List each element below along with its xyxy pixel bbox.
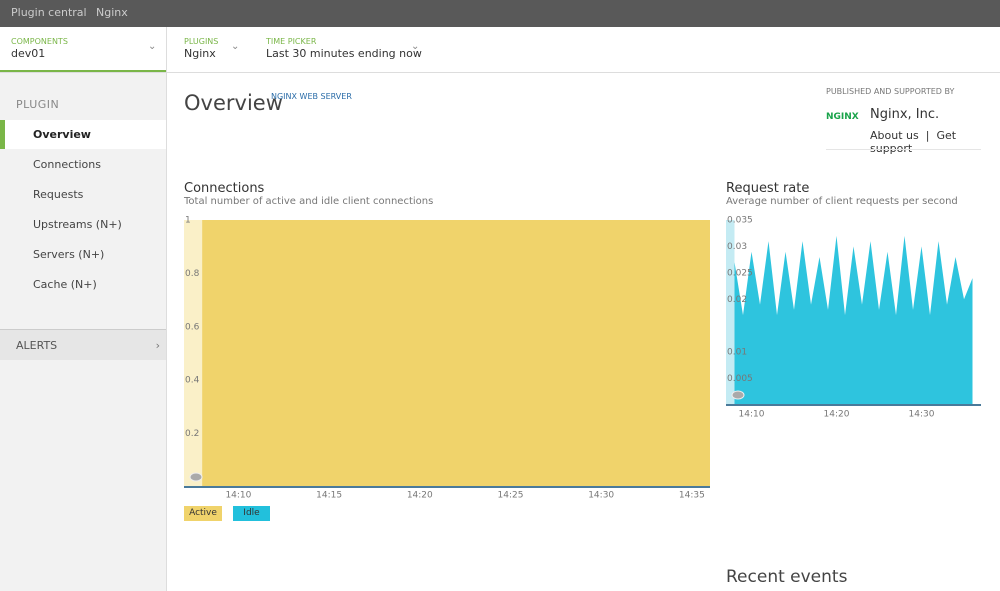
request-rate-chart: 0.005 0.01 0.02 0.025 0.03 0.035 14:10 14:20 14:… bbox=[726, 216, 981, 420]
y-tick-label: 0.01 bbox=[727, 348, 747, 358]
publisher-name: Nginx, Inc. bbox=[870, 107, 940, 122]
nav-item[interactable]: Cache (N+) bbox=[33, 278, 97, 291]
selector-label: PLUGINS bbox=[184, 37, 219, 46]
page-tag[interactable]: NGINX WEB SERVER bbox=[271, 92, 352, 101]
y-tick-label: 0.8 bbox=[185, 269, 200, 279]
selector-label: COMPONENTS bbox=[11, 37, 68, 46]
x-tick-label: 14:35 bbox=[679, 491, 705, 501]
y-tick-label: 0.03 bbox=[727, 242, 747, 252]
legend-item[interactable]: Active bbox=[184, 506, 222, 521]
nav-item[interactable]: Upstreams (N+) bbox=[33, 218, 122, 231]
y-tick-label: 0.2 bbox=[185, 429, 199, 439]
top-bar: Plugin central Nginx bbox=[0, 0, 1000, 27]
legend-item[interactable]: Idle bbox=[233, 506, 270, 521]
y-tick-label: 1 bbox=[185, 216, 191, 226]
publisher-label: PUBLISHED AND SUPPORTED BY bbox=[826, 87, 955, 96]
tab[interactable]: Plugin central bbox=[11, 6, 87, 19]
tab[interactable]: Nginx bbox=[96, 6, 128, 19]
chart-title: Connections bbox=[184, 181, 265, 196]
chart-title: Request rate bbox=[726, 181, 810, 196]
selector[interactable]: COMPONENTS dev01 bbox=[11, 37, 68, 60]
y-tick-label: 0.025 bbox=[727, 268, 753, 278]
connections-chart: 0.2 0.4 0.6 0.8 1 14:10 14:15 14:20 14:25 14:30 14… bbox=[184, 216, 710, 501]
chart-subtitle: Average number of client requests per se… bbox=[726, 196, 958, 207]
x-tick-label: 14:20 bbox=[824, 410, 850, 420]
publisher-logo: NGINX bbox=[826, 112, 859, 122]
chevron[interactable]: ⌄ bbox=[148, 41, 157, 52]
x-tick-label: 14:10 bbox=[225, 491, 251, 501]
section-title: Recent events bbox=[726, 567, 848, 587]
alerts-label[interactable]: ALERTS bbox=[16, 339, 58, 352]
nav-item[interactable]: Requests bbox=[33, 188, 84, 201]
sidebar-heading: PLUGIN bbox=[16, 98, 60, 111]
link[interactable]: Get support bbox=[870, 129, 957, 155]
nav-item[interactable]: Servers (N+) bbox=[33, 248, 105, 261]
nav-item[interactable]: Overview bbox=[0, 120, 166, 149]
x-tick-label: 14:30 bbox=[588, 491, 614, 501]
selector[interactable]: TIME PICKER Last 30 minutes ending now bbox=[266, 37, 422, 60]
active-underline bbox=[0, 70, 166, 72]
y-tick-label: 0.005 bbox=[727, 374, 753, 384]
y-tick-label: 0.02 bbox=[727, 295, 747, 305]
link[interactable]: About us bbox=[870, 129, 919, 142]
no-data-region bbox=[184, 220, 203, 487]
x-tick-label: 14:30 bbox=[909, 410, 935, 420]
selector-value: Nginx bbox=[184, 47, 216, 60]
page-title: Overview bbox=[184, 91, 283, 115]
chevron[interactable]: ⌄ bbox=[411, 41, 420, 52]
selector-value: dev01 bbox=[11, 47, 46, 60]
alerts[interactable]: ALERTS › bbox=[0, 329, 166, 360]
y-tick-label: 0.6 bbox=[185, 322, 200, 332]
selector-label: TIME PICKER bbox=[266, 37, 317, 46]
x-tick-label: 14:15 bbox=[316, 491, 342, 501]
toggle-icon bbox=[189, 472, 203, 482]
no-data-region bbox=[726, 220, 735, 405]
x-tick-label: 14:10 bbox=[739, 410, 765, 420]
chart-subtitle: Total number of active and idle client c… bbox=[184, 196, 434, 207]
selector-bar: COMPONENTS dev01 ⌄ PLUGINS Nginx ⌄ TIME PI… bbox=[0, 27, 1000, 73]
toggle-icon bbox=[731, 390, 745, 400]
publisher-links: About us | Get support bbox=[870, 129, 957, 155]
chevron[interactable]: ⌄ bbox=[231, 41, 240, 52]
selector-value: Last 30 minutes ending now bbox=[266, 47, 422, 60]
divider bbox=[826, 149, 981, 150]
nav-item[interactable]: Connections bbox=[33, 158, 101, 171]
x-tick-label: 14:25 bbox=[498, 491, 524, 501]
area bbox=[202, 220, 710, 487]
selector[interactable]: PLUGINS Nginx bbox=[184, 37, 218, 60]
divider bbox=[166, 27, 167, 72]
sidebar: PLUGIN Overview Connections Requests Ups… bbox=[0, 73, 167, 591]
x-tick-label: 14:20 bbox=[407, 491, 433, 501]
y-tick-label: 0.035 bbox=[727, 216, 753, 226]
y-tick-label: 0.4 bbox=[185, 376, 200, 386]
area bbox=[734, 235, 973, 405]
